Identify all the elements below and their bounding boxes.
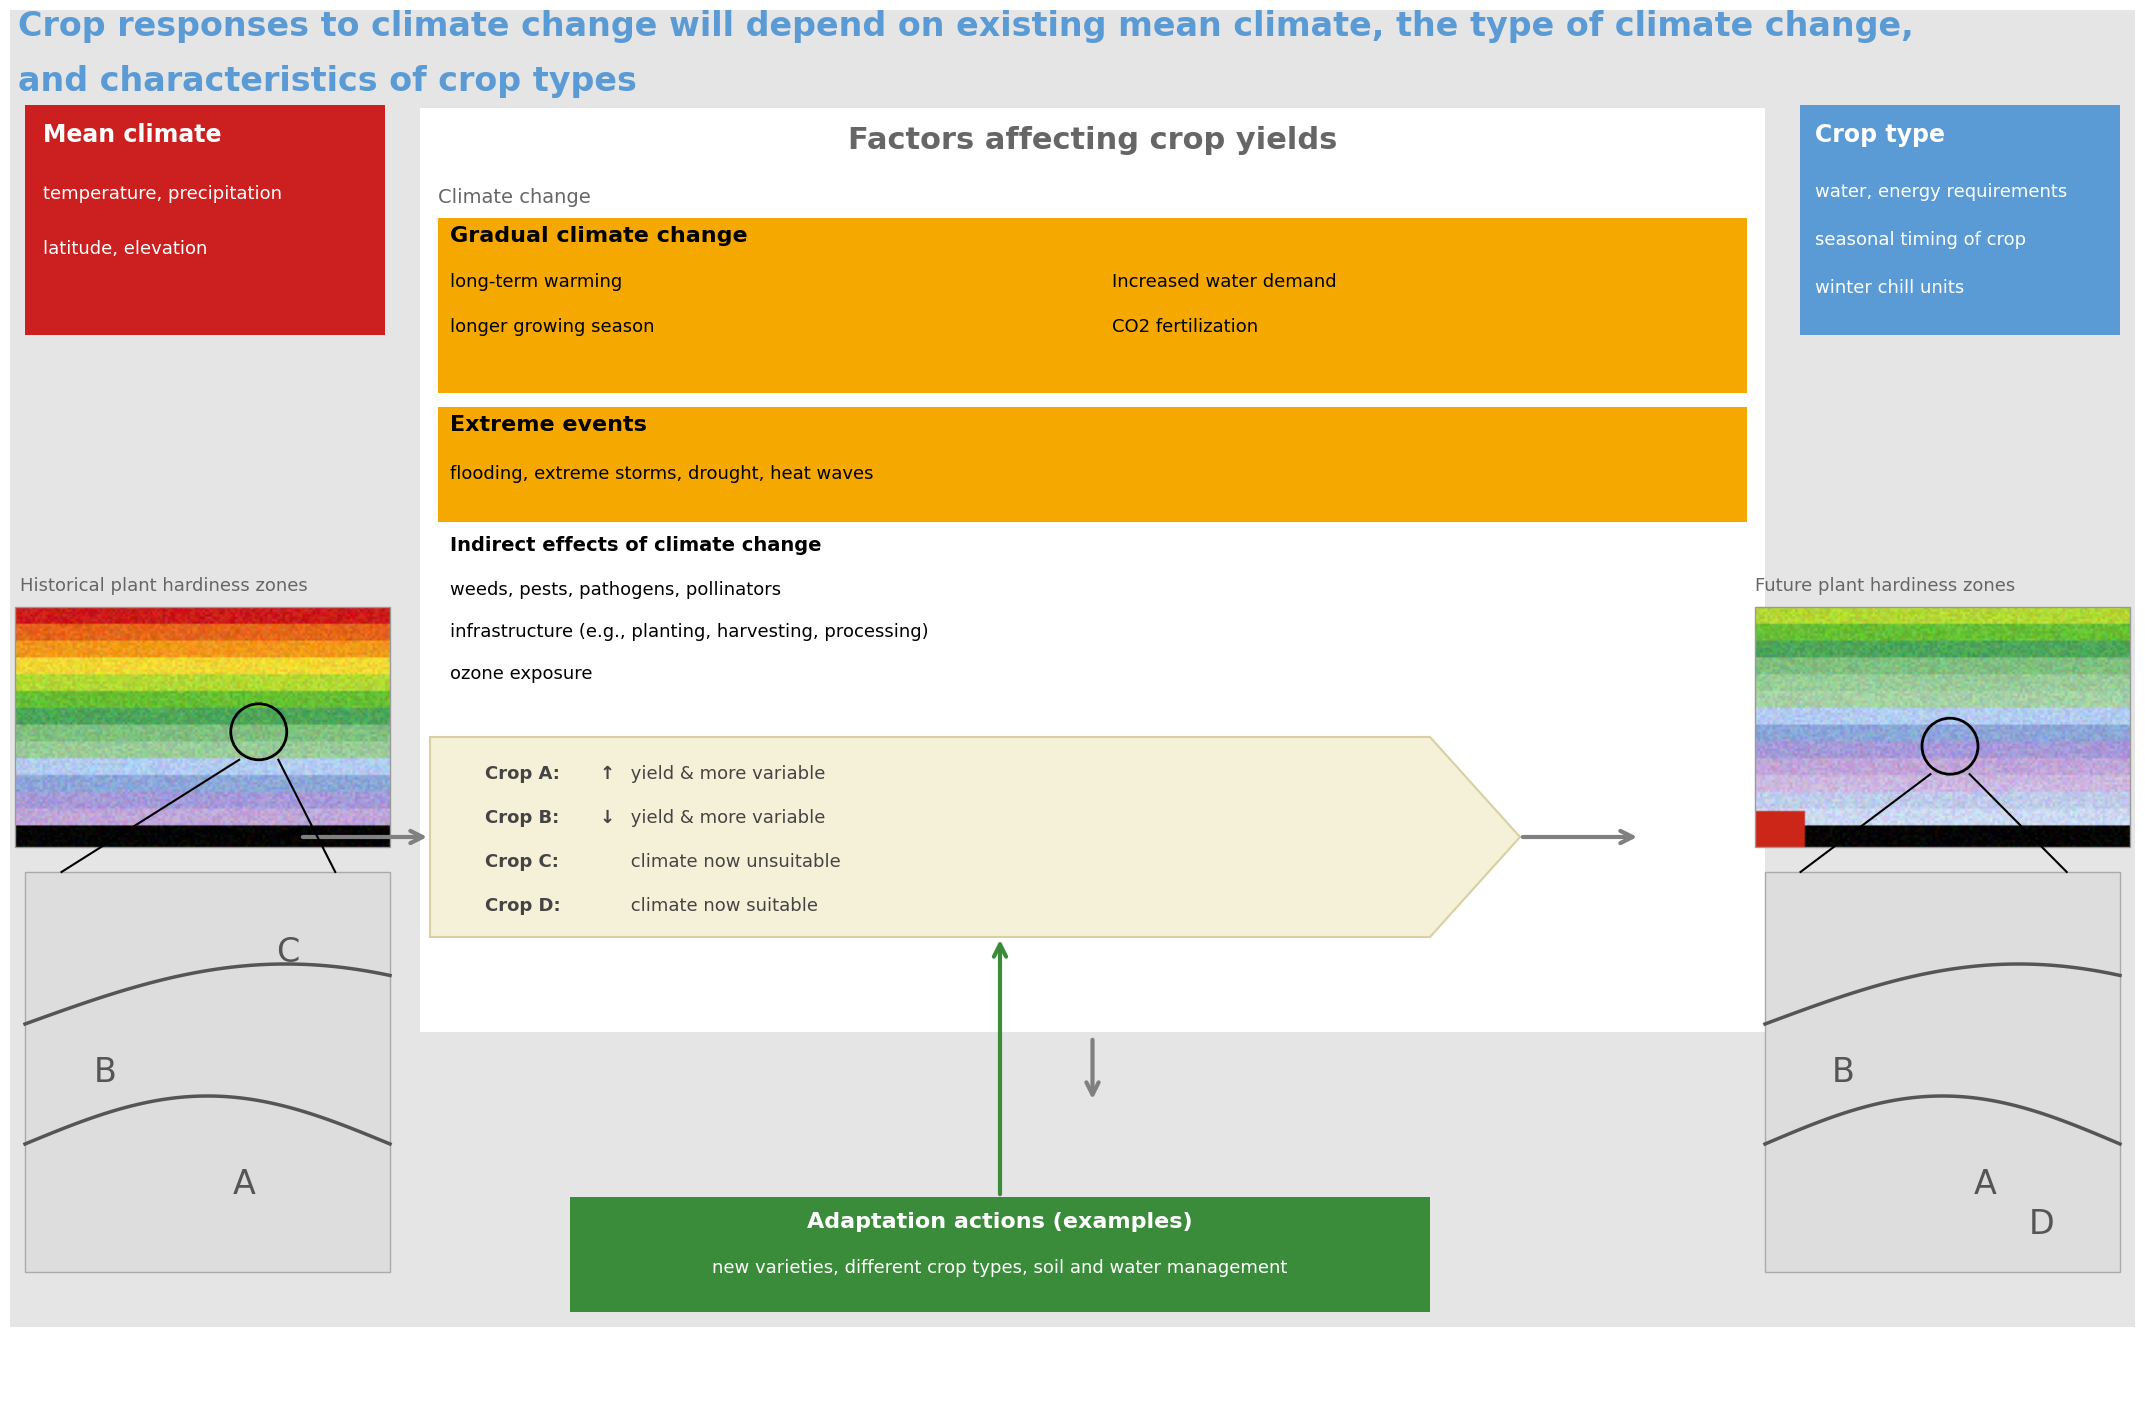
Text: Crop A:: Crop A: xyxy=(485,765,560,783)
Text: winter chill units: winter chill units xyxy=(1815,280,1965,297)
Text: Historical plant hardiness zones: Historical plant hardiness zones xyxy=(19,577,307,595)
FancyBboxPatch shape xyxy=(26,872,390,1271)
Text: Climate change: Climate change xyxy=(438,188,590,207)
Text: B: B xyxy=(94,1056,116,1089)
Text: ozone exposure: ozone exposure xyxy=(450,665,592,684)
Text: latitude, elevation: latitude, elevation xyxy=(43,240,208,258)
Text: temperature, precipitation: temperature, precipitation xyxy=(43,186,281,203)
FancyBboxPatch shape xyxy=(438,218,1746,392)
Text: yield & more variable: yield & more variable xyxy=(624,809,826,828)
Text: flooding, extreme storms, drought, heat waves: flooding, extreme storms, drought, heat … xyxy=(450,465,873,482)
Text: ↓: ↓ xyxy=(601,809,616,828)
Text: B: B xyxy=(1832,1056,1855,1089)
Text: Increased water demand: Increased water demand xyxy=(1111,273,1336,291)
Text: Crop B:: Crop B: xyxy=(485,809,560,828)
Text: Crop responses to climate change will depend on existing mean climate, the type : Crop responses to climate change will de… xyxy=(17,10,1913,43)
Text: Crop D:: Crop D: xyxy=(485,898,560,915)
Text: Future plant hardiness zones: Future plant hardiness zones xyxy=(1755,577,2016,595)
Polygon shape xyxy=(429,736,1521,938)
Text: Crop C:: Crop C: xyxy=(485,853,560,870)
Text: seasonal timing of crop: seasonal timing of crop xyxy=(1815,231,2027,248)
Text: Mean climate: Mean climate xyxy=(43,123,221,147)
Text: A: A xyxy=(232,1167,255,1200)
FancyBboxPatch shape xyxy=(571,1197,1431,1311)
Text: and characteristics of crop types: and characteristics of crop types xyxy=(17,66,637,98)
FancyBboxPatch shape xyxy=(26,106,384,335)
FancyBboxPatch shape xyxy=(1800,106,2119,335)
Text: infrastructure (e.g., planting, harvesting, processing): infrastructure (e.g., planting, harvesti… xyxy=(450,624,929,641)
Text: new varieties, different crop types, soil and water management: new varieties, different crop types, soi… xyxy=(712,1259,1287,1277)
Text: A: A xyxy=(1973,1167,1997,1200)
Text: Gradual climate change: Gradual climate change xyxy=(450,225,749,245)
FancyBboxPatch shape xyxy=(438,407,1746,522)
Text: yield & more variable: yield & more variable xyxy=(624,765,826,783)
Text: D: D xyxy=(2029,1207,2055,1240)
Text: ↑: ↑ xyxy=(601,765,616,783)
FancyBboxPatch shape xyxy=(11,10,2134,1327)
Text: C: C xyxy=(277,936,300,969)
Text: water, energy requirements: water, energy requirements xyxy=(1815,183,2068,201)
Text: weeds, pests, pathogens, pollinators: weeds, pests, pathogens, pollinators xyxy=(450,581,781,599)
Text: Factors affecting crop yields: Factors affecting crop yields xyxy=(847,126,1336,156)
Text: climate now suitable: climate now suitable xyxy=(624,898,817,915)
Text: Crop type: Crop type xyxy=(1815,123,1946,147)
Text: long-term warming: long-term warming xyxy=(450,273,622,291)
Text: climate now unsuitable: climate now unsuitable xyxy=(624,853,841,870)
Text: Extreme events: Extreme events xyxy=(450,415,648,435)
FancyBboxPatch shape xyxy=(1765,872,2119,1271)
Text: Indirect effects of climate change: Indirect effects of climate change xyxy=(450,537,822,555)
FancyBboxPatch shape xyxy=(420,108,1765,1032)
Text: CO2 fertilization: CO2 fertilization xyxy=(1111,318,1259,335)
Text: Adaptation actions (examples): Adaptation actions (examples) xyxy=(807,1212,1193,1232)
Text: longer growing season: longer growing season xyxy=(450,318,654,335)
